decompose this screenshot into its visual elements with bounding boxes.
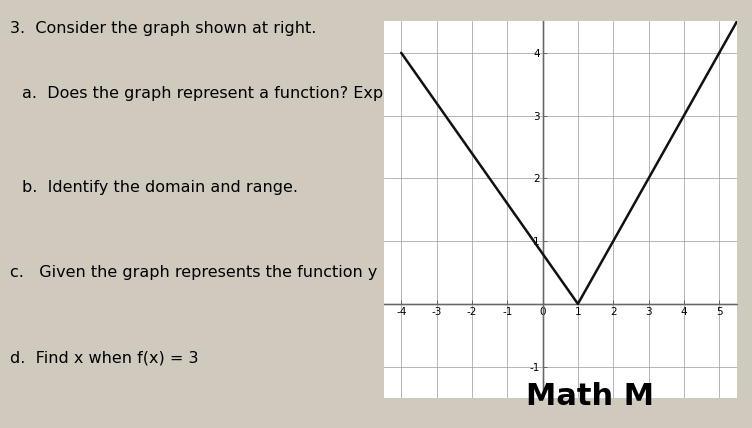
Text: Math M: Math M (526, 382, 654, 411)
Text: c.   Given the graph represents the function y = f(x), find f(5).: c. Given the graph represents the functi… (10, 265, 508, 280)
Text: d.  Find x when f(x) = 3: d. Find x when f(x) = 3 (10, 351, 199, 366)
Text: 3.  Consider the graph shown at right.: 3. Consider the graph shown at right. (10, 21, 316, 36)
Text: a.  Does the graph represent a function? Explain.: a. Does the graph represent a function? … (22, 86, 417, 101)
Text: b.  Identify the domain and range.: b. Identify the domain and range. (22, 180, 298, 195)
